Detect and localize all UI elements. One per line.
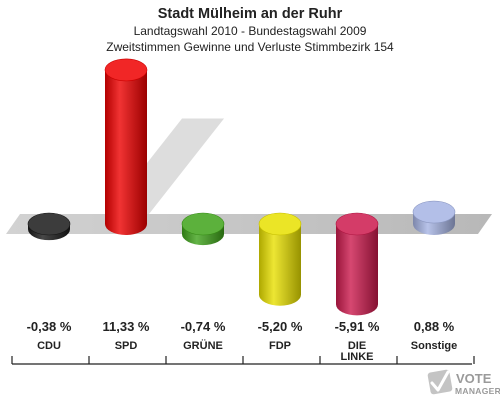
logo-text-vote: VOTE bbox=[456, 371, 492, 386]
bar-gr-ne bbox=[181, 212, 225, 246]
bar-sonstige bbox=[412, 200, 456, 235]
bar-fdp bbox=[258, 212, 302, 306]
category-axis bbox=[11, 356, 475, 365]
bar-cdu bbox=[27, 212, 71, 241]
chart-subtitle-election: Landtagswahl 2010 - Bundestagswahl 2009 bbox=[134, 24, 367, 38]
value-label-spd: 11,33 % bbox=[103, 319, 150, 334]
category-label-spd: SPD bbox=[115, 340, 138, 352]
category-label-sonstige: Sonstige bbox=[411, 340, 457, 352]
checkmark-x-icon bbox=[427, 369, 453, 395]
bar-die-linke bbox=[335, 212, 379, 316]
value-label-sonstige: 0,88 % bbox=[414, 319, 455, 334]
value-label-cdu: -0,38 % bbox=[27, 319, 72, 334]
vote-manager-logo: VOTE MANAGER bbox=[427, 369, 500, 396]
value-label-gr-ne: -0,74 % bbox=[181, 319, 226, 334]
bars bbox=[27, 58, 456, 316]
category-label-fdp: FDP bbox=[269, 340, 291, 352]
category-label-die-linke: DIE LINKE bbox=[341, 340, 374, 363]
value-label-die-linke: -5,91 % bbox=[335, 319, 380, 334]
value-labels: -0,38 % 11,33 % -0,74 % -5,20 % -5,91 % 0,88 … bbox=[27, 319, 455, 334]
bar-spd bbox=[104, 58, 148, 235]
value-label-fdp: -5,20 % bbox=[258, 319, 303, 334]
logo-text-manager: MANAGER bbox=[455, 386, 500, 396]
category-label-gr-ne: GRÜNE bbox=[183, 339, 223, 352]
category-label-cdu: CDU bbox=[37, 340, 61, 352]
category-labels: CDU SPD GRÜNE FDP DIE LINKE Sonstige bbox=[37, 339, 457, 363]
chart-title: Stadt Mülheim an der Ruhr bbox=[158, 6, 343, 22]
chart-subtitle-district: Zweitstimmen Gewinne und Verluste Stimmb… bbox=[106, 40, 394, 54]
